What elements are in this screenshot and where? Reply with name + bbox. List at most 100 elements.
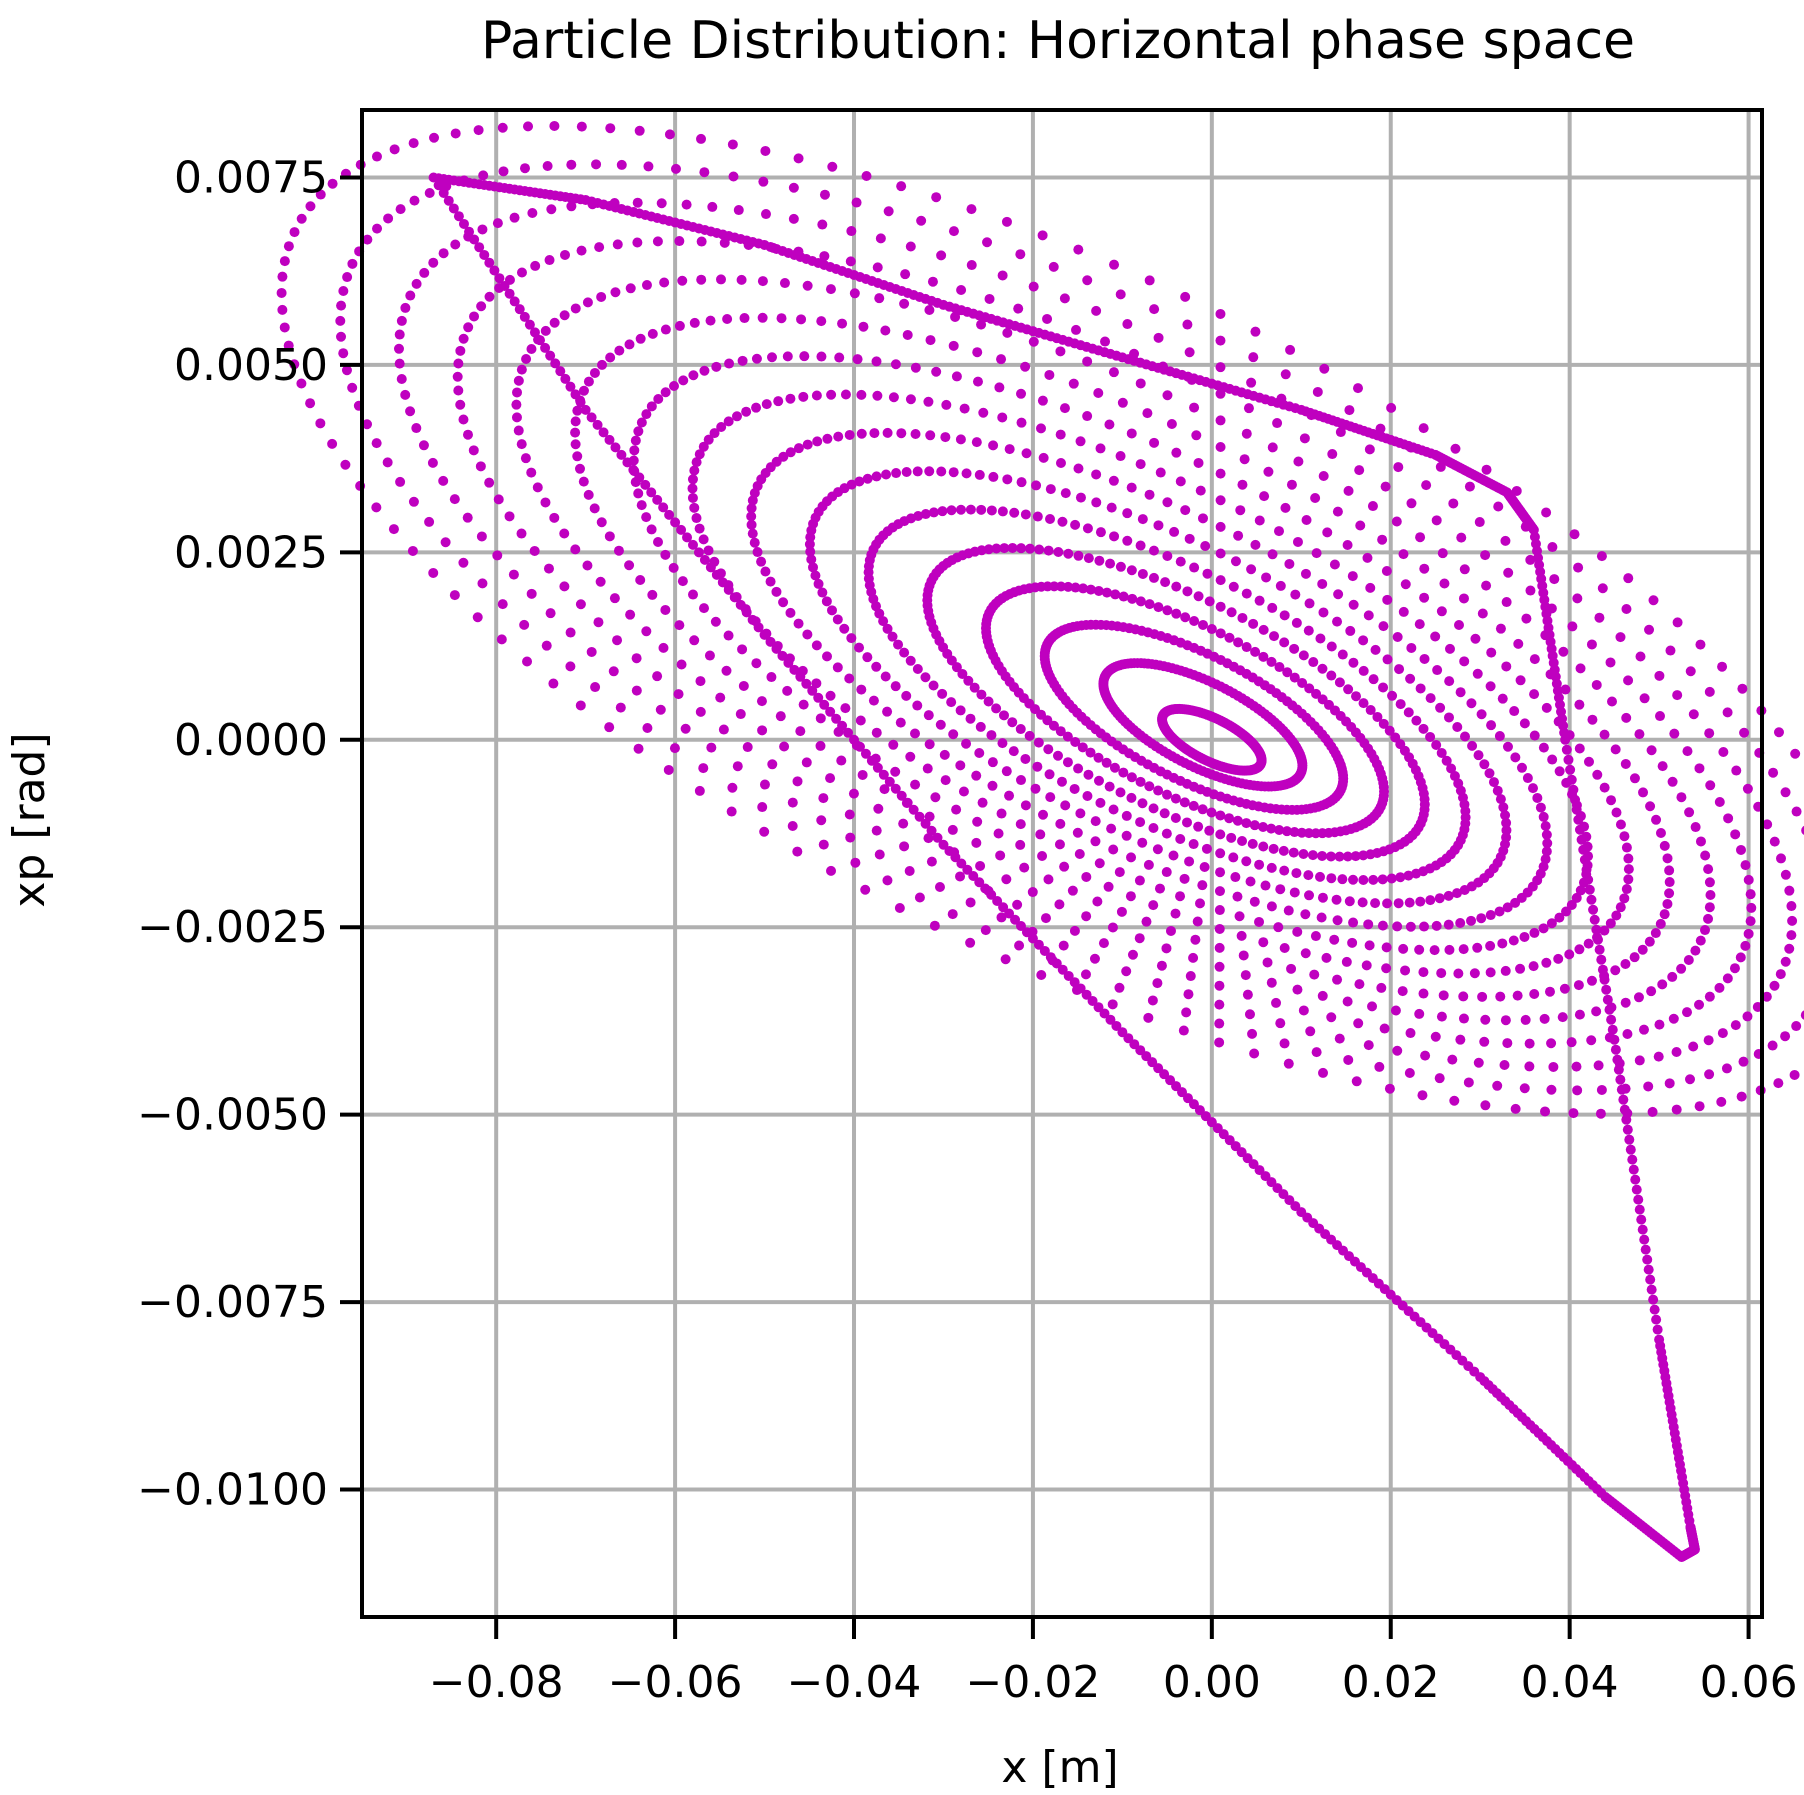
orbit-point [1464, 481, 1475, 492]
orbit-point [874, 608, 885, 619]
orbit-point [1317, 850, 1328, 861]
orbit-point [1014, 940, 1025, 951]
orbit-point [815, 740, 826, 751]
orbit-point [587, 199, 598, 210]
orbit-point [810, 570, 821, 581]
orbit-point [642, 722, 653, 733]
orbit-point [1334, 1033, 1345, 1044]
orbit-point [1469, 968, 1480, 979]
orbit-point [1318, 471, 1329, 482]
orbit-point [1374, 1061, 1385, 1072]
orbit-point [1610, 965, 1621, 976]
orbit-point [1299, 433, 1310, 444]
orbit-point [405, 406, 416, 417]
orbit-point [946, 505, 957, 516]
orbit-point [513, 425, 524, 436]
orbit-point [1503, 567, 1514, 578]
orbit-point [1474, 517, 1485, 528]
orbit-point [1143, 1012, 1154, 1023]
orbit-point [1258, 937, 1269, 948]
orbit-point [1197, 880, 1208, 891]
orbit-point [883, 206, 894, 217]
orbit-point [1515, 963, 1526, 974]
orbit-point [509, 212, 520, 223]
orbit-point [740, 604, 751, 615]
orbit-point [723, 416, 734, 427]
orbit-point [857, 769, 868, 780]
orbit-point [1162, 550, 1173, 561]
orbit-point [779, 278, 790, 289]
orbit-point [496, 634, 507, 645]
orbit-point [735, 709, 746, 720]
orbit-point [1275, 1018, 1286, 1029]
orbit-point [1121, 810, 1132, 821]
boundary-point [640, 479, 651, 490]
orbit-point [1419, 653, 1430, 664]
orbit-point [760, 566, 771, 577]
orbit-point [1135, 378, 1146, 389]
orbit-point [1450, 443, 1461, 454]
orbit-point [1280, 502, 1291, 513]
orbit-point [1480, 1014, 1491, 1025]
orbit-point [1283, 1058, 1294, 1069]
orbit-point [1058, 940, 1069, 951]
orbit-point [969, 682, 980, 693]
orbit-point [936, 466, 947, 477]
orbit-point [1325, 851, 1336, 862]
orbit-point [1002, 327, 1013, 338]
orbit-point [1343, 1054, 1354, 1065]
orbit-point [1043, 874, 1054, 885]
orbit-point [630, 435, 641, 446]
orbit-point [1340, 825, 1351, 836]
orbit-point [1703, 1035, 1714, 1046]
boundary-point [433, 180, 444, 191]
orbit-point [1549, 574, 1560, 585]
orbit-point [893, 639, 904, 650]
orbit-point [1638, 1024, 1649, 1035]
orbit-point [1309, 969, 1320, 980]
orbit-point [1206, 624, 1217, 635]
orbit-point [1043, 545, 1054, 556]
orbit-point [362, 419, 373, 430]
orbit-point [991, 543, 1002, 554]
boundary-point [664, 509, 675, 520]
boundary-point [807, 685, 818, 696]
orbit-point [1344, 896, 1355, 907]
orbit-point [1354, 979, 1365, 990]
orbit-point [1279, 610, 1290, 621]
orbit-point [1683, 955, 1694, 966]
orbit-point [1639, 693, 1650, 704]
orbit-point [1500, 535, 1511, 546]
orbit-point [1655, 827, 1666, 838]
orbit-point [930, 792, 941, 803]
orbit-point [680, 723, 691, 734]
orbit-point [395, 204, 406, 215]
orbit-point [757, 725, 768, 736]
orbit-point [492, 550, 503, 561]
orbit-point [1438, 990, 1449, 1001]
orbit-point [1232, 891, 1243, 902]
orbit-point [1414, 944, 1425, 955]
orbit-point [1027, 887, 1038, 898]
orbit-point [1189, 616, 1200, 627]
orbit-point [1233, 530, 1244, 541]
orbit-point [1228, 581, 1239, 592]
orbit-point [1007, 717, 1018, 728]
orbit-point [1144, 781, 1155, 792]
orbit-point [653, 394, 664, 405]
orbit-point [1546, 603, 1557, 614]
orbit-point [1144, 275, 1155, 286]
orbit-point [1480, 550, 1491, 561]
orbit-point [1509, 706, 1520, 717]
orbit-point [901, 690, 912, 701]
plot-frame [360, 108, 1764, 1619]
orbit-point [825, 284, 836, 295]
orbit-point [785, 393, 796, 404]
orbit-point [914, 892, 925, 903]
orbit-point [1685, 666, 1696, 677]
orbit-point [955, 760, 966, 771]
orbit-point [1541, 507, 1552, 518]
orbit-point [438, 248, 449, 259]
orbit-point [871, 825, 882, 836]
orbit-point [1700, 850, 1711, 861]
